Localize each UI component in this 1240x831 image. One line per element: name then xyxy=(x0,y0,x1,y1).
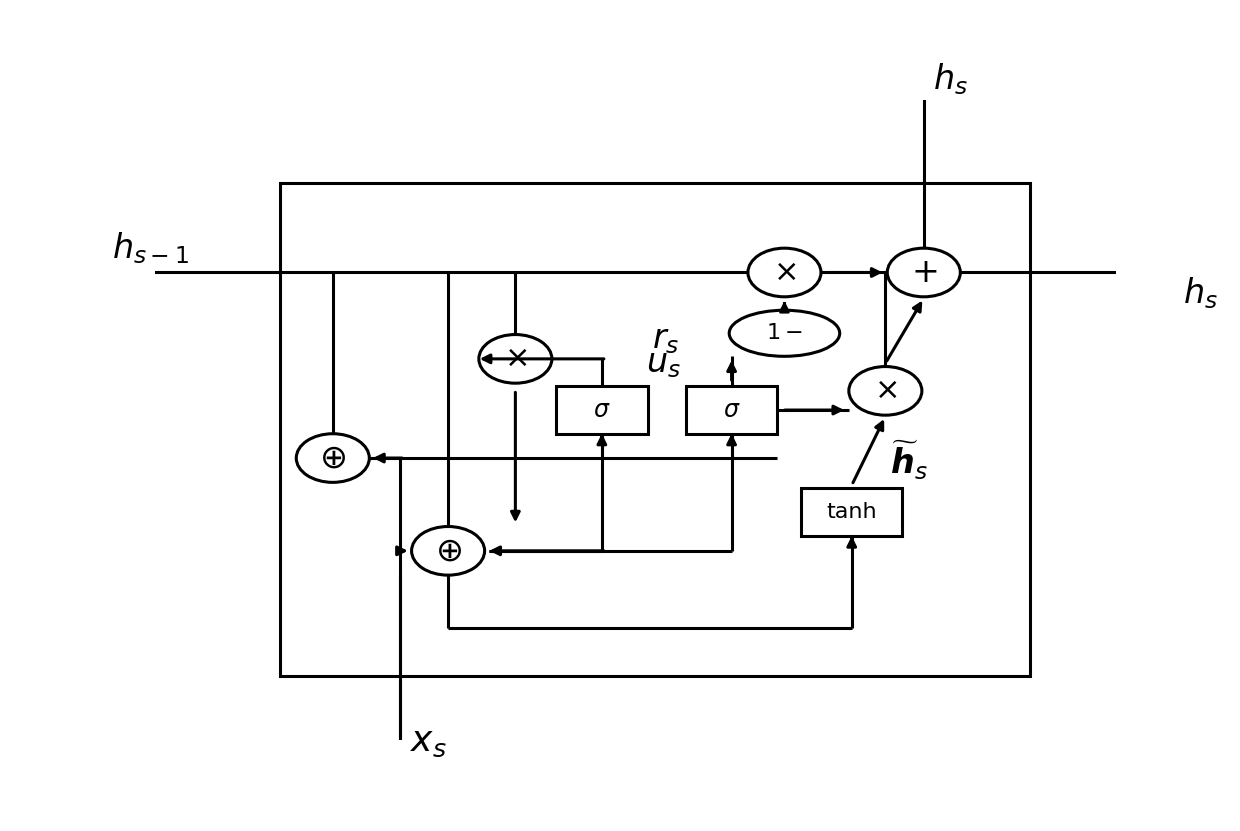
Text: $h_s$: $h_s$ xyxy=(934,61,968,96)
Text: $\times$: $\times$ xyxy=(773,258,796,287)
Circle shape xyxy=(296,434,370,482)
Text: $\boldsymbol{r_s}$: $\boldsymbol{r_s}$ xyxy=(652,322,680,356)
Circle shape xyxy=(748,248,821,297)
Text: $\oplus$: $\oplus$ xyxy=(435,534,461,568)
Circle shape xyxy=(888,248,960,297)
Text: $\oplus$: $\oplus$ xyxy=(320,441,346,475)
Text: $+$: $+$ xyxy=(910,256,937,289)
Text: $1-$: $1-$ xyxy=(766,323,802,343)
Text: $\sigma$: $\sigma$ xyxy=(593,398,610,422)
Text: $\boldsymbol{u_s}$: $\boldsymbol{u_s}$ xyxy=(646,347,681,380)
Ellipse shape xyxy=(729,310,839,356)
FancyBboxPatch shape xyxy=(686,386,777,434)
Text: $\boldsymbol{x_s}$: $\boldsymbol{x_s}$ xyxy=(409,725,446,759)
Text: $\times$: $\times$ xyxy=(874,376,897,406)
Text: $h_{s-1}$: $h_{s-1}$ xyxy=(112,230,188,266)
Circle shape xyxy=(479,335,552,383)
Text: $\widetilde{\boldsymbol{h}}_s$: $\widetilde{\boldsymbol{h}}_s$ xyxy=(890,439,928,482)
Text: tanh: tanh xyxy=(826,503,877,523)
FancyBboxPatch shape xyxy=(280,183,1029,676)
Text: $\sigma$: $\sigma$ xyxy=(723,398,740,422)
Text: $\times$: $\times$ xyxy=(503,344,527,373)
Circle shape xyxy=(849,366,921,416)
FancyBboxPatch shape xyxy=(557,386,647,434)
FancyBboxPatch shape xyxy=(801,489,903,537)
Text: $h_s$: $h_s$ xyxy=(1183,276,1218,312)
Circle shape xyxy=(412,527,485,575)
